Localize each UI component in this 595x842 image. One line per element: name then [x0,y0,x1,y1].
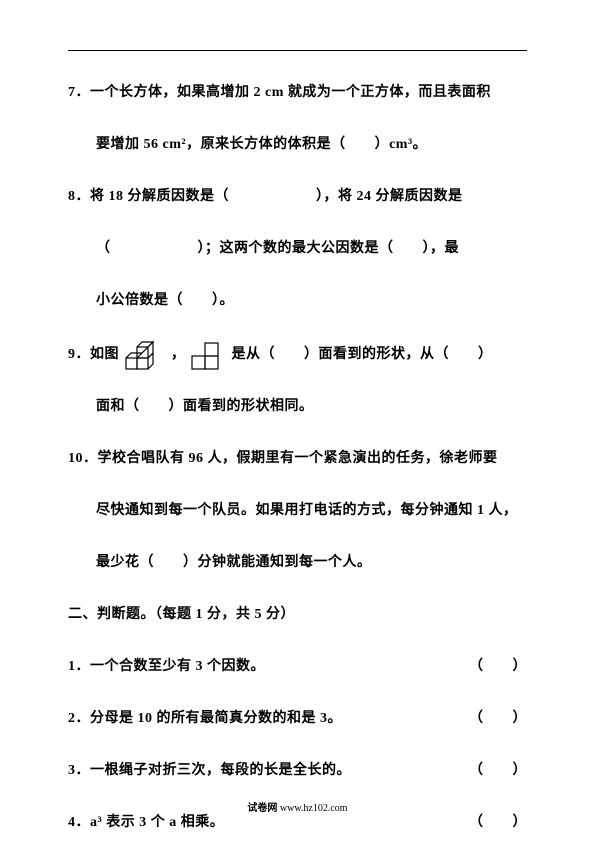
judge-2: 2．分母是 10 的所有最简真分数的和是 3。 （ ） [68,705,527,733]
top-rule [68,50,527,51]
judge-3-text: 3．一根绳子对折三次，每段的长是全长的。 [68,757,351,785]
q8-line1: 8．将 18 分解质因数是（ ），将 24 分解质因数是 [68,183,527,211]
q10-line1: 10．学校合唱队有 96 人，假期里有一个紧急演出的任务，徐老师要 [68,445,527,473]
q8-line2: （ ）；这两个数的最大公因数是（ ），最 [68,235,527,263]
cubes-icon [121,339,169,373]
q7-line2: 要增加 56 cm²，原来长方体的体积是（ ）cm³。 [68,131,527,159]
judge-2-text: 2．分母是 10 的所有最简真分数的和是 3。 [68,705,342,733]
q9-mid: 是从（ ）面看到的形状，从（ ） [232,341,493,369]
judge-3-blank: （ ） [469,757,527,785]
footer-url: www.hz102.com [280,803,348,814]
footer-brand: 试卷网 [247,803,277,814]
judge-1-blank: （ ） [469,653,527,681]
judge-2-blank: （ ） [469,705,527,733]
section2-heading: 二、判断题。（每题 1 分，共 5 分） [68,601,527,629]
q9-line2: 面和（ ）面看到的形状相同。 [68,393,527,421]
q7-line1: 7．一个长方体，如果高增加 2 cm 就成为一个正方体，而且表面积 [68,79,527,107]
q8-line3: 小公倍数是（ ）。 [68,287,527,315]
judge-3: 3．一根绳子对折三次，每段的长是全长的。 （ ） [68,757,527,785]
q9-comma: ， [171,341,186,369]
judge-1: 1．一个合数至少有 3 个因数。 （ ） [68,653,527,681]
q9-line1: 9．如图 ， 是从（ ）面看到的形状，从（ ） [68,339,527,369]
q9-prefix: 9．如图 [68,341,119,369]
footer: 试卷网 www.hz102.com [0,799,595,814]
q10-line3: 最少花（ ）分钟就能通知到每一个人。 [68,549,527,577]
q10-line2: 尽快通知到每一个队员。如果用打电话的方式，每分钟通知 1 人， [68,497,527,525]
judge-1-text: 1．一个合数至少有 3 个因数。 [68,653,265,681]
l-shape-icon [188,339,228,373]
